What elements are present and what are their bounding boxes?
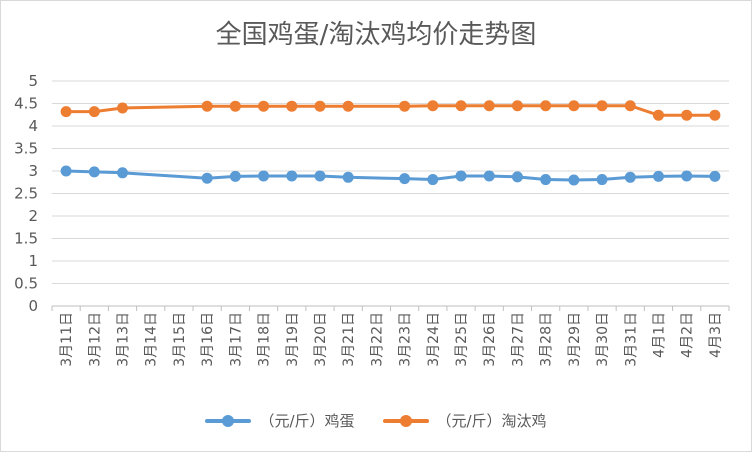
data-point-1 <box>286 100 298 112</box>
data-point-0 <box>258 170 270 182</box>
y-tick-label: 2.5 <box>14 185 38 203</box>
data-point-1 <box>681 109 693 121</box>
x-tick-label: 4月1日 <box>651 312 667 358</box>
y-tick-label: 1.5 <box>14 230 38 248</box>
data-point-0 <box>88 166 100 178</box>
x-tick-label: 3月11日 <box>59 312 75 367</box>
legend-swatch-hen <box>382 414 429 427</box>
legend-label-egg: （元/斤）鸡蛋 <box>259 412 355 430</box>
data-point-1 <box>117 102 129 114</box>
data-point-1 <box>511 100 523 112</box>
data-point-1 <box>483 100 495 112</box>
data-point-0 <box>511 171 523 183</box>
x-tick-label: 3月12日 <box>87 312 103 367</box>
data-point-0 <box>399 173 411 185</box>
x-tick-label: 3月15日 <box>172 312 188 367</box>
data-point-0 <box>201 172 213 184</box>
data-point-1 <box>596 100 608 112</box>
data-point-1 <box>60 106 72 118</box>
x-tick-label: 3月21日 <box>341 312 357 367</box>
y-tick-label: 3.5 <box>14 140 38 158</box>
data-point-0 <box>427 174 439 186</box>
data-point-0 <box>342 171 354 183</box>
data-point-0 <box>117 167 129 179</box>
data-point-1 <box>88 106 100 118</box>
y-tick-label: 1 <box>28 252 38 270</box>
data-point-0 <box>455 170 467 182</box>
data-point-1 <box>201 100 213 112</box>
data-point-1 <box>427 100 439 112</box>
series-line-0 <box>66 169 715 182</box>
x-tick-label: 4月2日 <box>680 312 696 358</box>
x-tick-label: 3月19日 <box>285 312 301 367</box>
data-point-1 <box>540 100 552 112</box>
x-tick-label: 3月18日 <box>257 312 273 367</box>
y-tick-label: 5 <box>28 72 38 90</box>
x-tick-label: 4月3日 <box>708 312 724 358</box>
data-point-0 <box>483 170 495 182</box>
legend-label-hen: （元/斤）淘汰鸡 <box>436 412 547 430</box>
legend-swatch-egg <box>205 414 252 427</box>
x-tick-label: 3月24日 <box>426 312 442 367</box>
y-tick-label: 3 <box>28 162 38 180</box>
legend: （元/斤）鸡蛋 （元/斤）淘汰鸡 <box>0 410 752 431</box>
x-tick-label: 3月26日 <box>482 312 498 367</box>
data-point-1 <box>342 100 354 112</box>
data-point-1 <box>652 109 664 121</box>
x-tick-label: 3月20日 <box>313 312 329 367</box>
x-tick-label: 3月17日 <box>228 312 244 367</box>
x-tick-label: 3月25日 <box>454 312 470 367</box>
data-point-1 <box>258 100 270 112</box>
data-point-0 <box>286 170 298 182</box>
y-tick-label: 2 <box>28 207 38 225</box>
data-point-1 <box>624 100 636 112</box>
x-tick-label: 3月14日 <box>144 312 160 367</box>
x-tick-label: 3月16日 <box>200 312 216 367</box>
y-tick-label: 4 <box>28 117 38 135</box>
x-tick-label: 3月22日 <box>369 312 385 367</box>
data-point-0 <box>229 170 241 182</box>
legend-item-hen: （元/斤）淘汰鸡 <box>382 410 547 431</box>
x-tick-label: 3月31日 <box>623 312 639 367</box>
data-point-1 <box>314 100 326 112</box>
data-point-0 <box>540 174 552 186</box>
legend-item-egg: （元/斤）鸡蛋 <box>205 410 355 431</box>
data-point-0 <box>596 174 608 186</box>
x-tick-label: 3月28日 <box>539 312 555 367</box>
legend-marker-egg <box>222 414 235 427</box>
data-point-1 <box>399 100 411 112</box>
data-point-1 <box>568 100 580 112</box>
data-point-0 <box>681 170 693 182</box>
data-point-0 <box>568 174 580 186</box>
x-tick-label: 3月30日 <box>595 312 611 367</box>
data-point-0 <box>652 170 664 182</box>
legend-marker-hen <box>399 414 412 427</box>
x-tick-label: 3月13日 <box>116 312 132 367</box>
x-tick-label: 3月29日 <box>567 312 583 367</box>
data-point-0 <box>60 165 72 177</box>
chart-title: 全国鸡蛋/淘汰鸡均价走势图 <box>215 20 537 50</box>
data-point-1 <box>229 100 241 112</box>
y-tick-label: 0.5 <box>14 275 38 293</box>
x-tick-label: 3月23日 <box>398 312 414 367</box>
data-point-0 <box>314 170 326 182</box>
series-line-1 <box>66 104 715 117</box>
data-point-1 <box>709 109 721 121</box>
y-tick-label: 4.5 <box>14 95 38 113</box>
y-tick-label: 0 <box>28 297 38 315</box>
data-point-0 <box>624 171 636 183</box>
x-tick-label: 3月27日 <box>510 312 526 367</box>
data-point-1 <box>455 100 467 112</box>
data-point-0 <box>709 170 721 182</box>
